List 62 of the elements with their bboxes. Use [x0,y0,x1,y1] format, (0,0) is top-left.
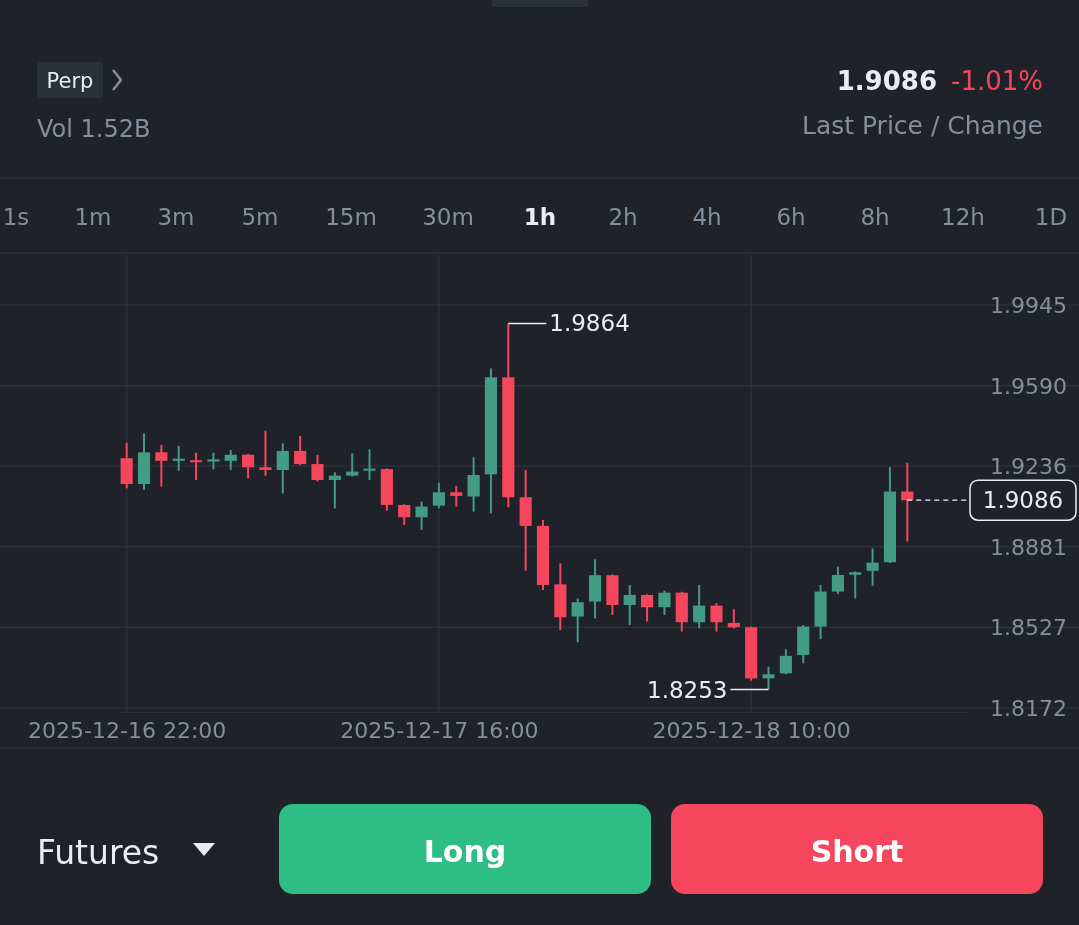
text: 15m [325,204,377,230]
text: 5m [241,204,279,230]
text: 4h [692,204,722,230]
y-tick-label: 1.8881 [990,534,1067,560]
text: 1s [2,204,30,230]
x-tick-label: 2025-12-16 22:00 [28,717,227,743]
candlestick [328,471,341,510]
text: 1m [74,204,112,230]
candlestick [658,589,671,616]
candlestick [693,583,706,630]
candlestick [242,452,255,480]
text: 8h [860,204,890,230]
candlestick [363,448,376,481]
candlestick [762,665,775,691]
candlestick [866,547,879,587]
candlestick [901,461,914,543]
text: -1.01% [951,66,1043,96]
candlestick [623,583,636,626]
text: 12h [941,204,985,230]
text: Futures [37,833,160,872]
y-tick-label: 1.8527 [990,615,1067,641]
text: 2h [608,204,638,230]
ref-line-label: 1.9086 [982,487,1064,514]
y-tick-label: 1.9945 [990,293,1067,319]
text: 1D [1034,204,1068,230]
annotation: 1.8253 [647,676,728,703]
candlestick [571,597,584,644]
candlestick [259,429,272,477]
text: Vol 1.52B [37,115,151,143]
candlestick [727,608,740,630]
candlestick [398,503,411,526]
text: 1h [523,204,557,230]
y-tick-label: 1.9590 [990,373,1067,399]
candlestick [276,442,289,495]
text: Short [810,834,904,869]
candlestick [849,570,862,600]
y-tick-label: 1.9236 [990,454,1067,480]
candlestick [189,451,203,481]
candlestick [831,565,844,596]
y-tick-label: 1.8172 [990,696,1067,722]
x-tick-label: 2025-12-17 16:00 [340,717,539,743]
candlestick [311,453,324,483]
candlestick [710,602,723,633]
candlestick [641,593,654,623]
candlestick [467,456,480,513]
text: 1.9086 [836,66,937,96]
candlestick [346,452,359,478]
candlestick [415,500,428,531]
text: Perp [46,69,94,93]
candlestick [450,484,463,508]
candlestick [155,443,168,488]
text: 3m [157,204,195,230]
candlestick [432,481,445,510]
candlestick [224,448,237,471]
text: Last Price / Change [801,111,1043,140]
text: Long [423,834,507,869]
x-tick-label: 2025-12-18 10:00 [652,717,851,743]
candlestick [779,648,792,676]
text: 6h [776,204,806,230]
text: 30m [422,204,474,230]
candlestick [294,434,307,467]
annotation: 1.9864 [549,310,630,337]
